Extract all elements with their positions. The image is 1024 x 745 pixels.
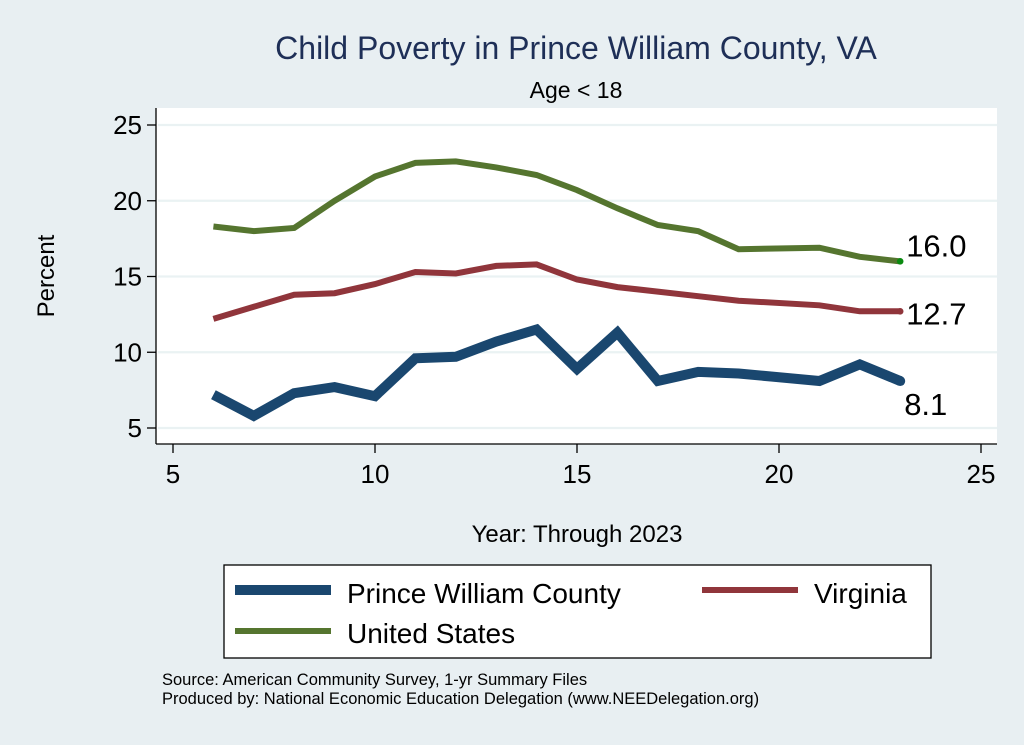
footer: Source: American Community Survey, 1-yr … (162, 671, 759, 709)
y-tick-label: 10 (113, 337, 142, 367)
x-tick-label: 10 (361, 459, 390, 489)
end-marker (896, 258, 904, 265)
end-value-label: 16.0 (906, 228, 966, 263)
series-group (211, 158, 906, 422)
end-marker (895, 376, 906, 387)
axes: 5 10 15 20 25 5 10 15 20 25 (113, 108, 997, 489)
x-tick-label: 15 (563, 459, 592, 489)
chart-subtitle: Age < 18 (530, 77, 623, 103)
series-line-virginia (212, 261, 901, 322)
chart-title: Child Poverty in Prince William County, … (275, 30, 877, 66)
end-value-label: 8.1 (904, 387, 947, 422)
legend-item-prince-william-county: Prince William County (235, 578, 621, 609)
x-axis-label: Year: Through 2023 (472, 521, 683, 548)
source-note: Source: American Community Survey, 1-yr … (162, 671, 588, 689)
legend-item-virginia: Virginia (702, 578, 907, 609)
y-tick-label: 5 (128, 413, 142, 443)
legend-label: Prince William County (347, 578, 621, 609)
y-axis-label: Percent (33, 234, 60, 317)
x-tick-label: 20 (765, 459, 794, 489)
x-tick-label: 25 (967, 459, 996, 489)
legend-box (223, 564, 932, 659)
end-labels: 8.1 12.7 16.0 (904, 228, 966, 422)
produced-by-note: Produced by: National Economic Education… (162, 690, 760, 708)
end-value-label: 12.7 (906, 296, 966, 331)
y-tick-label: 20 (113, 186, 142, 216)
y-tick-label: 25 (113, 110, 142, 140)
legend-label: Virginia (814, 578, 907, 609)
legend-label: United States (347, 618, 515, 649)
end-marker (896, 308, 904, 315)
legend: Prince William County Virginia United St… (223, 564, 932, 659)
legend-item-united-states: United States (235, 618, 515, 649)
x-tick-label: 5 (166, 459, 180, 489)
y-tick-label: 15 (113, 262, 142, 292)
series-line-prince-william-county (211, 323, 903, 422)
